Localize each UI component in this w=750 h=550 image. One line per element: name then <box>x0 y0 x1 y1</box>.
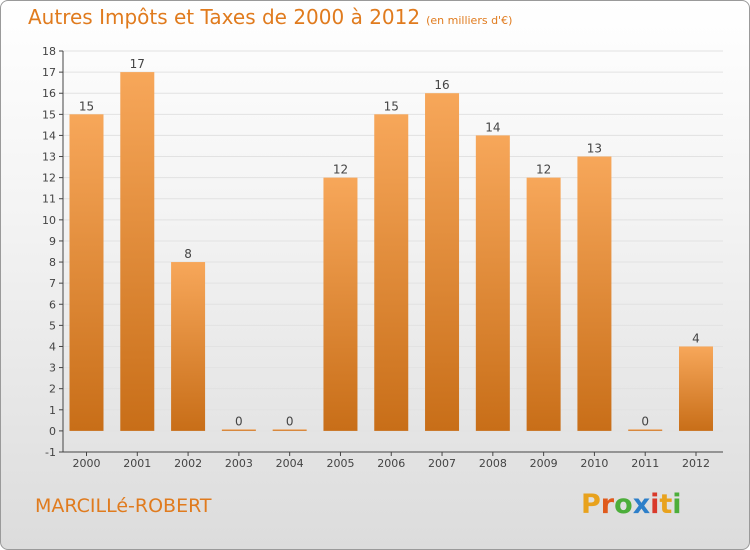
chart-subtitle: (en milliers d'€) <box>426 14 513 27</box>
y-tick-label: 16 <box>42 87 56 100</box>
x-tick-label: 2004 <box>276 457 304 470</box>
y-tick-label: 6 <box>49 298 56 311</box>
x-tick-label: 2012 <box>682 457 710 470</box>
x-tick-label: 2008 <box>479 457 507 470</box>
x-tick-label: 2001 <box>123 457 151 470</box>
logo-letter: i <box>650 489 660 520</box>
logo-letter: i <box>672 489 682 520</box>
bar-2007 <box>425 93 460 431</box>
town-name: MARCILLé-ROBERT <box>35 495 212 517</box>
logo-letter: o <box>614 489 633 520</box>
data-label: 0 <box>286 414 294 428</box>
axes <box>59 50 723 456</box>
chart-title: Autres Impôts et Taxes de 2000 à 2012 <box>28 5 421 29</box>
bar-2012 <box>679 346 713 431</box>
y-tick-label: 15 <box>42 108 56 121</box>
y-tick-label: 4 <box>49 340 56 353</box>
data-label: 15 <box>384 99 399 113</box>
logo-letter: r <box>600 489 615 520</box>
data-label: 0 <box>235 414 243 428</box>
logo-letter: x <box>632 489 651 520</box>
y-tick-label: 8 <box>49 256 56 269</box>
x-tick-label: 2007 <box>428 457 456 470</box>
data-label: 16 <box>434 78 449 92</box>
logo-letter: P <box>581 489 601 520</box>
y-tick-label: 5 <box>49 319 56 332</box>
x-tick-label: 2006 <box>377 457 405 470</box>
data-label: 13 <box>587 142 602 156</box>
proxiti-logo: Proxiti <box>581 489 682 520</box>
x-tick-label: 2002 <box>174 457 202 470</box>
bar-2008 <box>475 135 510 431</box>
bar-2010 <box>577 156 612 431</box>
chart-title-block: Autres Impôts et Taxes de 2000 à 2012 (en… <box>28 5 512 29</box>
bar-2011 <box>628 429 663 431</box>
y-tick-label: 14 <box>42 129 56 142</box>
labels: -101234567891011121314151617182000152001… <box>42 45 710 470</box>
x-tick-label: 2009 <box>530 457 558 470</box>
y-tick-label: 10 <box>42 214 56 227</box>
y-tick-label: 3 <box>49 362 56 375</box>
bar-2002 <box>171 262 206 431</box>
data-label: 12 <box>333 163 348 177</box>
y-tick-label: 11 <box>42 193 56 206</box>
y-tick-label: 0 <box>49 425 56 438</box>
data-label: 15 <box>79 99 94 113</box>
data-label: 0 <box>641 414 649 428</box>
y-tick-label: 7 <box>49 277 56 290</box>
logo-letter: t <box>659 489 673 520</box>
bar-2005 <box>323 177 358 431</box>
y-tick-label: 2 <box>49 383 56 396</box>
bar-2001 <box>120 72 155 431</box>
x-tick-label: 2000 <box>73 457 101 470</box>
y-tick-label: 9 <box>49 235 56 248</box>
data-label: 14 <box>485 120 500 134</box>
data-label: 4 <box>692 331 700 345</box>
bar-2004 <box>272 429 307 431</box>
x-tick-label: 2011 <box>631 457 659 470</box>
y-tick-label: -1 <box>45 446 56 459</box>
data-label: 12 <box>536 163 551 177</box>
data-label: 17 <box>130 57 145 71</box>
y-tick-label: 1 <box>49 404 56 417</box>
bar-2003 <box>221 429 256 431</box>
bar-2006 <box>374 114 409 431</box>
y-tick-label: 18 <box>42 45 56 58</box>
y-tick-label: 17 <box>42 66 56 79</box>
x-tick-label: 2010 <box>580 457 608 470</box>
x-tick-label: 2005 <box>326 457 354 470</box>
x-tick-label: 2003 <box>225 457 253 470</box>
y-tick-label: 12 <box>42 172 56 185</box>
bars <box>69 72 713 431</box>
bar-2009 <box>526 177 561 431</box>
y-tick-label: 13 <box>42 151 56 164</box>
data-label: 8 <box>184 247 192 261</box>
bar-2000 <box>69 114 104 431</box>
